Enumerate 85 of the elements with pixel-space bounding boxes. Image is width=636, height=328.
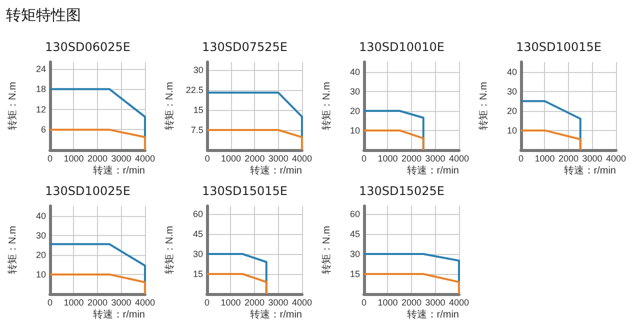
y-tick-label: 40 — [350, 66, 360, 77]
chart-title: 130SD10015E — [516, 40, 602, 54]
x-tick-label: 1000 — [378, 154, 398, 164]
x-tick-label: 3000 — [111, 154, 132, 164]
y-tick-label: 30 — [350, 249, 360, 259]
x-axis-title: 转速：r/min — [92, 164, 145, 176]
x-tick-label: 0 — [361, 154, 367, 164]
y-tick-label: 12 — [36, 104, 46, 114]
x-tick-label: 2000 — [87, 298, 108, 308]
y-tick-label: 60 — [350, 209, 360, 219]
x-tick-label: 3000 — [425, 154, 446, 164]
x-axis-title: 转速：r/min — [250, 164, 302, 176]
x-tick-label: 4000 — [448, 154, 470, 164]
x-tick-label: 1000 — [220, 298, 241, 308]
chart-title: 130SD10010E — [359, 40, 445, 54]
chart-title: 130SD07525E — [202, 40, 288, 54]
y-tick-label: 10 — [506, 125, 517, 136]
x-tick-label: 2000 — [244, 154, 265, 164]
x-tick-label: 1000 — [534, 154, 555, 164]
x-tick-label: 0 — [47, 154, 53, 164]
x-tick-label: 1000 — [221, 154, 242, 164]
chart-title: 130SD15015E — [202, 184, 288, 198]
y-tick-label: 15 — [193, 105, 204, 115]
x-tick-label: 0 — [204, 154, 210, 164]
y-axis-title: 转矩：N.m — [164, 82, 176, 130]
chart-title: 130SD15025E — [359, 184, 445, 198]
y-tick-label: 30 — [193, 65, 204, 75]
y-tick-label: 15 — [192, 269, 203, 279]
x-tick-label: 4000 — [134, 298, 156, 308]
y-tick-label: 40 — [506, 66, 517, 77]
y-axis-title: 转矩：N.m — [6, 82, 18, 130]
x-tick-label: 1000 — [64, 298, 84, 308]
x-tick-label: 3000 — [111, 298, 132, 308]
y-tick-label: 30 — [506, 86, 517, 96]
y-tick-label: 60 — [192, 209, 203, 219]
x-tick-label: 1000 — [378, 298, 398, 308]
chart-title: 130SD10025E — [45, 184, 131, 198]
x-tick-label: 2000 — [401, 298, 422, 308]
x-tick-label: 0 — [47, 298, 53, 308]
x-tick-label: 3000 — [582, 154, 602, 164]
y-tick-label: 24 — [36, 64, 46, 74]
x-tick-label: 4000 — [292, 154, 312, 164]
y-tick-label: 18 — [36, 84, 46, 94]
y-tick-label: 20 — [506, 106, 517, 116]
x-tick-label: 3000 — [268, 298, 288, 308]
x-tick-label: 2000 — [244, 298, 265, 308]
y-tick-label: 20 — [350, 106, 360, 116]
y-tick-label: 15 — [350, 269, 360, 279]
x-tick-label: 4000 — [606, 154, 626, 164]
x-tick-label: 2000 — [401, 154, 422, 164]
x-tick-label: 2000 — [558, 154, 579, 164]
y-axis-title: 转矩：N.m — [478, 82, 490, 130]
x-axis-title: 转速：r/min — [406, 308, 459, 320]
y-axis-title: 转矩：N.m — [320, 82, 332, 130]
y-tick-label: 30 — [36, 230, 46, 240]
x-tick-label: 3000 — [268, 154, 288, 164]
y-tick-label: 22.5 — [186, 85, 204, 95]
x-tick-label: 3000 — [425, 298, 446, 308]
x-tick-label: 0 — [361, 298, 367, 308]
x-tick-label: 0 — [204, 298, 210, 308]
x-tick-label: 2000 — [87, 154, 108, 164]
y-tick-label: 7.5 — [190, 125, 204, 135]
y-tick-label: 40 — [36, 210, 46, 221]
y-tick-label: 45 — [192, 229, 203, 239]
y-tick-label: 10 — [350, 125, 360, 136]
x-tick-label: 0 — [518, 154, 524, 164]
x-axis-title: 转速：r/min — [406, 164, 459, 176]
y-axis-title: 转矩：N.m — [6, 226, 18, 274]
y-tick-label: 45 — [350, 229, 360, 239]
chart-title: 130SD06025E — [45, 40, 131, 54]
y-tick-label: 30 — [350, 86, 360, 96]
y-tick-label: 20 — [36, 250, 46, 260]
x-axis-title: 转速：r/min — [92, 308, 145, 320]
x-tick-label: 4000 — [134, 154, 156, 164]
text: 转矩特性图 — [6, 6, 81, 25]
y-tick-label: 6 — [40, 124, 46, 135]
x-tick-label: 4000 — [292, 298, 312, 308]
y-axis-title: 转矩：N.m — [164, 226, 176, 274]
x-axis-title: 转速：r/min — [564, 164, 616, 176]
x-axis-title: 转速：r/min — [250, 308, 302, 320]
x-tick-label: 1000 — [64, 154, 84, 164]
y-axis-title: 转矩：N.m — [320, 226, 332, 274]
y-tick-label: 30 — [192, 249, 203, 259]
x-tick-label: 4000 — [448, 298, 470, 308]
y-tick-label: 10 — [36, 269, 46, 280]
